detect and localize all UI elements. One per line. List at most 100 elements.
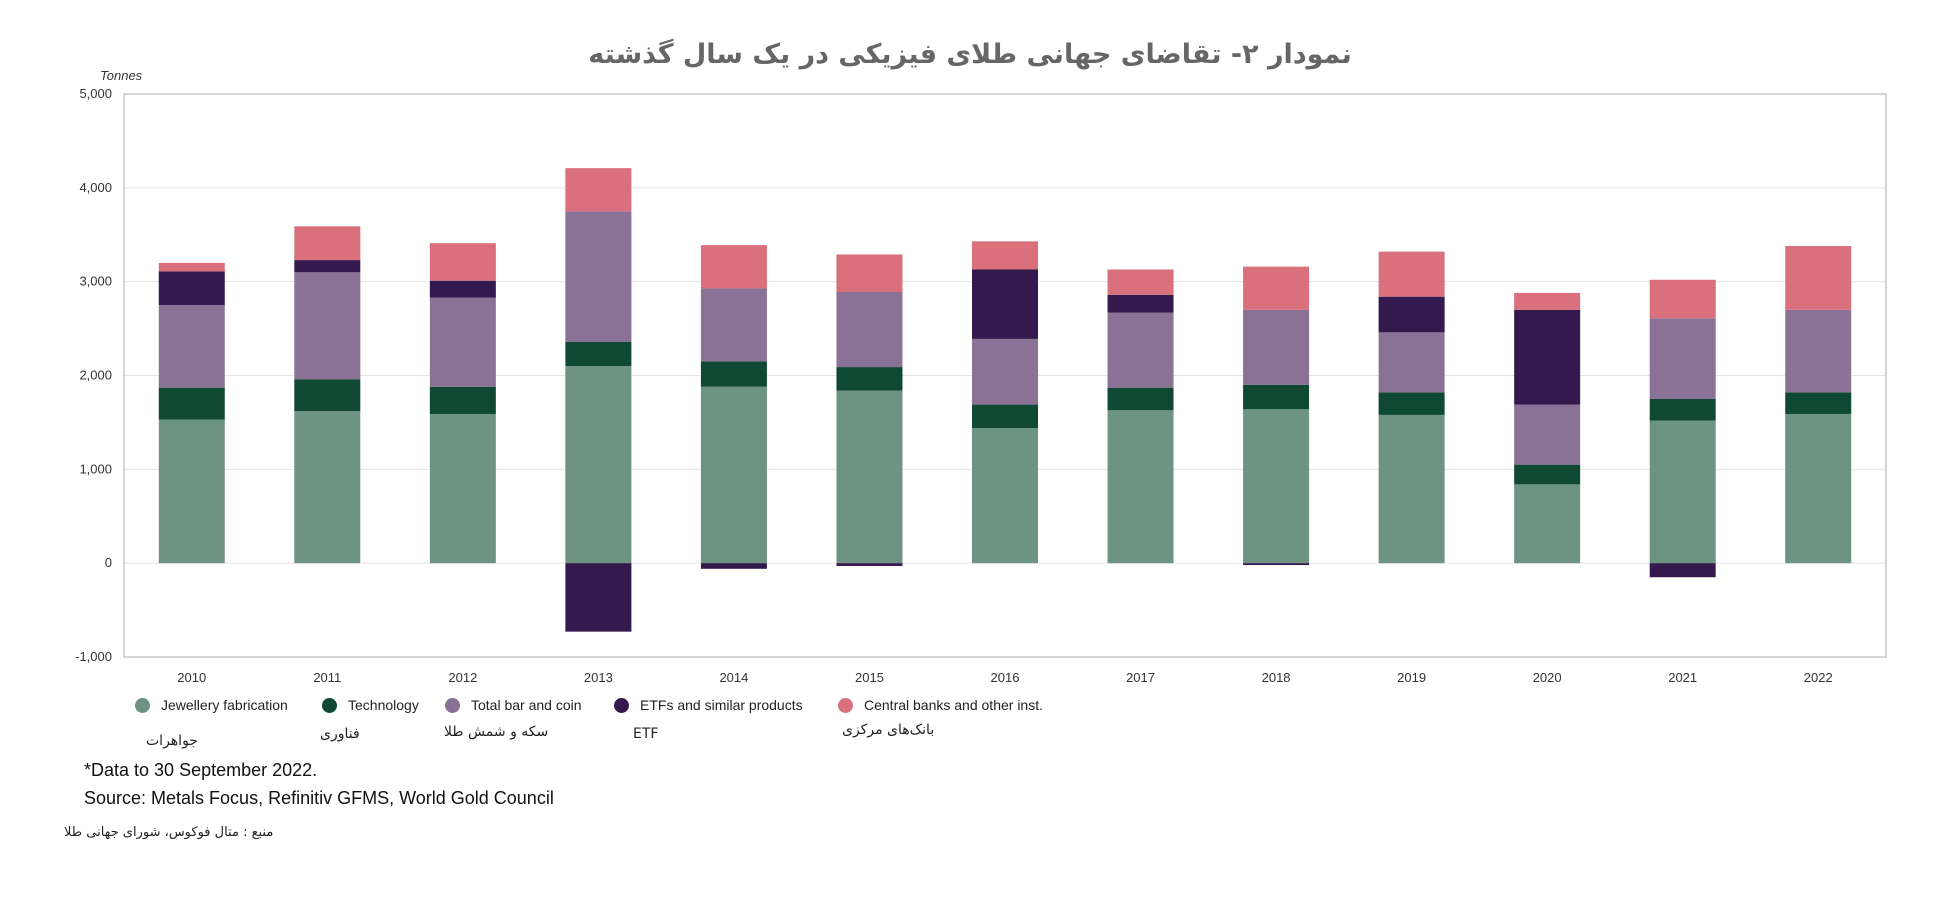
y-tick-label: 3,000 [79,274,112,289]
bar-segment-central_banks-2016 [972,241,1038,270]
x-tick-label: 2014 [719,670,748,685]
bar-segment-central_banks-2012 [429,243,496,281]
bar-segment-bar_coin-2015 [836,291,903,368]
bar-segment-jewellery-2022 [1785,413,1852,564]
x-tick-label: 2021 [1668,670,1697,685]
bar-segment-jewellery-2011 [294,411,361,564]
source-note: Source: Metals Focus, Refinitiv GFMS, Wo… [84,788,554,808]
bar-segment-bar_coin-2022 [1785,309,1852,393]
x-tick-label: 2010 [177,670,206,685]
bar-segment-technology-2010 [158,387,225,420]
bar-segment-etf-2019 [1378,296,1445,333]
bar-segment-central_banks-2013 [565,168,632,212]
footnote: *Data to 30 September 2022. [84,760,318,780]
x-tick-label: 2019 [1397,670,1426,685]
bar-segment-technology-2011 [294,379,361,412]
bar-segment-bar_coin-2014 [700,288,767,362]
y-tick-label: 5,000 [79,86,112,101]
bar-segment-central_banks-2021 [1649,279,1716,319]
bar-segment-bar_coin-2021 [1649,318,1716,399]
bar-segment-jewellery-2020 [1514,484,1581,564]
bar-segment-technology-2015 [836,367,903,391]
bar-segment-technology-2021 [1649,398,1716,421]
bar-segment-technology-2016 [972,404,1038,429]
bar-segment-central_banks-2017 [1107,269,1174,295]
legend-item-central-banks: Central banks and other inst. [838,697,1043,713]
x-tick-label: 2012 [448,670,477,685]
source-note-fa: منبع : متال فوکوس، شورای جهانی طلا [64,825,274,840]
bar-segment-technology-2019 [1378,392,1445,415]
x-tick-label: 2017 [1126,670,1155,685]
bar-segment-jewellery-2019 [1378,414,1445,564]
legend-swatch-etf [614,697,629,713]
bar-segment-technology-2012 [429,386,496,414]
bar-segment-jewellery-2016 [972,428,1038,564]
bar-segment-central_banks-2010 [158,262,225,272]
legend-swatch-central-banks [838,697,853,713]
bar-segment-central_banks-2011 [294,226,361,261]
legend-label-central-banks: Central banks and other inst. [864,697,1043,713]
bar-segment-bar_coin-2019 [1378,332,1445,393]
bar-segment-jewellery-2013 [565,366,632,564]
bar-segment-central_banks-2022 [1785,246,1852,310]
legend-label-fa-technology: فناوری [320,726,360,742]
bar-segment-jewellery-2012 [429,413,496,564]
bar-segment-jewellery-2017 [1107,410,1174,564]
bar-segment-central_banks-2015 [836,254,903,292]
y-axis-unit-label: Tonnes [100,68,143,83]
legend-label-fa-central-banks: بانک‌های مرکزی [842,722,935,738]
bar-segment-central_banks-2018 [1243,266,1310,310]
legend-item-technology: Technology [322,697,419,713]
bar-segment-jewellery-2014 [700,386,767,564]
bar-segment-technology-2022 [1785,392,1852,414]
bar-segment-etf-2013 [565,563,632,632]
y-tick-label: -1,000 [75,649,112,664]
x-tick-label: 2011 [313,670,341,685]
bar-segment-bar_coin-2018 [1243,309,1310,385]
legend-label-fa-jewellery: جواهرات [146,733,198,749]
bar-segment-etf-2016 [972,269,1038,339]
legend-label-fa-etf: ETF [633,726,659,742]
legend-label-jewellery: Jewellery fabrication [161,697,288,713]
legend-swatch-bar-coin [445,697,460,713]
bar-segment-central_banks-2019 [1378,251,1445,297]
x-tick-label: 2015 [855,670,884,685]
y-tick-label: 4,000 [79,180,112,195]
legend-swatch-technology [322,697,337,713]
axis-layer: 5,000 4,000 3,000 2,000 1,000 0 -1,000 2010 2011… [75,86,1887,685]
bar-segment-technology-2014 [700,361,767,387]
x-tick-label: 2016 [991,670,1020,685]
x-tick-label: 2022 [1804,670,1833,685]
bar-segment-etf-2018 [1243,563,1310,566]
x-tick-label: 2020 [1533,670,1562,685]
bar-segment-bar_coin-2010 [158,305,225,388]
legend-item-bar-coin: Total bar and coin [445,697,582,713]
bar-segment-bar_coin-2017 [1107,312,1174,388]
bar-segment-bar_coin-2012 [429,297,496,387]
chart-title: نمودار ۲- تقاضای جهانی طلای فیزیکی در یک… [588,38,1352,70]
bar-segment-etf-2011 [294,260,361,273]
bar-segment-etf-2020 [1514,309,1581,405]
bar-segment-etf-2017 [1107,294,1174,313]
legend-label-bar-coin: Total bar and coin [471,697,582,713]
bars-layer [158,168,1852,632]
bar-segment-etf-2012 [429,280,496,298]
bar-segment-bar_coin-2013 [565,211,632,342]
x-tick-label: 2018 [1262,670,1291,685]
bar-segment-technology-2013 [565,341,632,367]
bar-segment-etf-2010 [158,271,225,306]
bar-segment-technology-2018 [1243,384,1310,410]
legend-label-fa-bar-coin: سکه و شمش طلا [444,724,549,740]
bar-segment-bar_coin-2016 [972,338,1038,405]
bar-segment-etf-2021 [1649,563,1716,578]
legend-item-etf: ETFs and similar products [614,697,803,713]
x-tick-label: 2013 [584,670,613,685]
bar-segment-central_banks-2014 [700,245,767,289]
bar-segment-jewellery-2018 [1243,409,1310,564]
bar-segment-etf-2014 [700,563,767,569]
y-tick-label: 2,000 [79,368,112,383]
bar-segment-jewellery-2010 [158,419,225,564]
bar-segment-technology-2020 [1514,464,1581,485]
bar-segment-central_banks-2020 [1514,292,1581,310]
y-tick-label: 0 [105,555,112,570]
